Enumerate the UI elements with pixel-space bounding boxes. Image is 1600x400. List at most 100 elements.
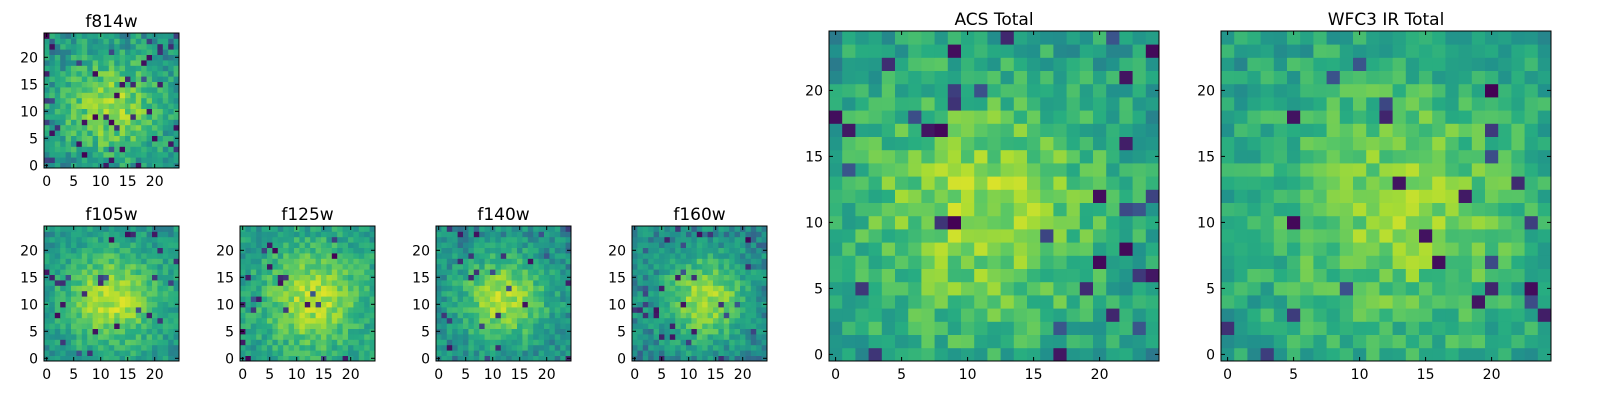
heatmap-cell	[1053, 136, 1067, 151]
heatmap-cell	[756, 334, 762, 340]
heatmap-cell	[76, 38, 83, 45]
heatmap-cell	[1392, 97, 1407, 111]
heatmap-cell	[686, 317, 692, 324]
heatmap-cell	[125, 97, 131, 104]
heatmap-cell	[1432, 123, 1446, 137]
heatmap-cell	[54, 151, 61, 158]
heatmap-cell	[108, 119, 115, 126]
heatmap-cell	[1273, 163, 1288, 177]
heatmap-cell	[565, 269, 572, 275]
heatmap-cell	[369, 280, 376, 286]
heatmap-cell	[1040, 44, 1054, 58]
heatmap-cell	[326, 236, 333, 243]
heatmap-cell	[1106, 189, 1120, 203]
heatmap-cell	[490, 269, 496, 275]
heatmap-cell	[76, 263, 83, 270]
heatmap-cell	[1537, 70, 1552, 85]
heatmap-cell	[119, 339, 126, 346]
heatmap-cell	[648, 263, 654, 270]
heatmap-cell	[1053, 83, 1067, 98]
heatmap-cell	[1511, 83, 1525, 98]
heatmap-cell	[162, 301, 169, 308]
heatmap-cell	[560, 312, 566, 319]
heatmap-cell	[65, 135, 72, 142]
heatmap-cell	[1273, 70, 1288, 85]
heatmap-cell	[1040, 176, 1054, 190]
heatmap-cell	[868, 268, 883, 283]
heatmap-cell	[895, 255, 909, 269]
heatmap-cell	[168, 285, 174, 292]
heatmap-cell	[527, 231, 534, 238]
heatmap-cell	[637, 274, 644, 281]
heatmap-cell	[173, 242, 180, 248]
heatmap-cell	[947, 215, 962, 230]
heatmap-cell	[146, 285, 153, 292]
heatmap-cell	[669, 226, 676, 232]
heatmap-cell	[1537, 57, 1552, 71]
heatmap-cell	[240, 339, 246, 346]
heatmap-cell	[294, 269, 300, 275]
heatmap-cell	[718, 296, 725, 302]
heatmap-cell	[696, 301, 703, 308]
heatmap-cell	[1040, 123, 1054, 137]
heatmap-cell	[135, 258, 142, 265]
heatmap-cell	[473, 253, 480, 259]
heatmap-cell	[549, 344, 556, 351]
heatmap-cell	[1066, 110, 1081, 124]
heatmap-cell	[1326, 229, 1341, 243]
heatmap-cell	[691, 242, 698, 248]
heatmap-cell	[702, 317, 708, 324]
heatmap-cell	[522, 290, 529, 297]
heatmap-cell	[484, 312, 491, 319]
heatmap-cell	[1234, 83, 1248, 98]
heatmap-cell	[125, 285, 131, 292]
heatmap-cell	[484, 274, 491, 281]
heatmap-cell	[549, 269, 556, 275]
heatmap-cell	[152, 108, 158, 115]
heatmap-cell	[240, 236, 246, 243]
heatmap-cell	[369, 296, 376, 302]
heatmap-cell	[71, 307, 77, 313]
heatmap-cell	[1498, 57, 1512, 71]
heatmap-cell	[1234, 347, 1248, 362]
heatmap-cell	[157, 253, 164, 259]
heatmap-cell	[326, 334, 333, 340]
heatmap-cell	[348, 301, 354, 308]
heatmap-cell	[277, 253, 284, 259]
heatmap-cell	[146, 103, 153, 109]
heatmap-cell	[642, 285, 649, 292]
heatmap-cell	[921, 136, 935, 151]
heatmap-cell	[348, 328, 354, 335]
heatmap-cell	[1326, 268, 1341, 283]
heatmap-cell	[691, 280, 698, 286]
heatmap-cell	[1326, 70, 1341, 85]
heatmap-cell	[675, 296, 681, 302]
heatmap-cell	[648, 296, 654, 302]
heatmap-cell	[745, 285, 752, 292]
heatmap-cell	[173, 226, 180, 232]
heatmap-cell	[49, 114, 56, 120]
heatmap-cell	[103, 274, 110, 281]
heatmap-cell	[283, 263, 289, 270]
heatmap-cell	[1537, 83, 1552, 98]
heatmap-cell	[92, 81, 99, 88]
heatmap-cell	[141, 285, 147, 292]
heatmap-cell	[750, 301, 757, 308]
heatmap-cell	[560, 242, 566, 248]
heatmap-cell	[141, 258, 147, 265]
heatmap-cell	[457, 236, 464, 243]
heatmap-cell	[1339, 57, 1354, 71]
heatmap-cell	[740, 301, 746, 308]
heatmap-cell	[1353, 176, 1367, 190]
heatmap-cell	[659, 301, 665, 308]
heatmap-cell	[740, 334, 746, 340]
heatmap-cell	[1498, 215, 1512, 230]
heatmap-cell	[446, 226, 453, 232]
heatmap-cell	[98, 157, 104, 163]
heatmap-cell	[632, 307, 638, 313]
heatmap-cell	[267, 317, 273, 324]
heatmap-cell	[934, 57, 949, 71]
heatmap-cell	[358, 307, 365, 313]
heatmap-cell	[141, 296, 147, 302]
heatmap-cell	[842, 242, 856, 256]
